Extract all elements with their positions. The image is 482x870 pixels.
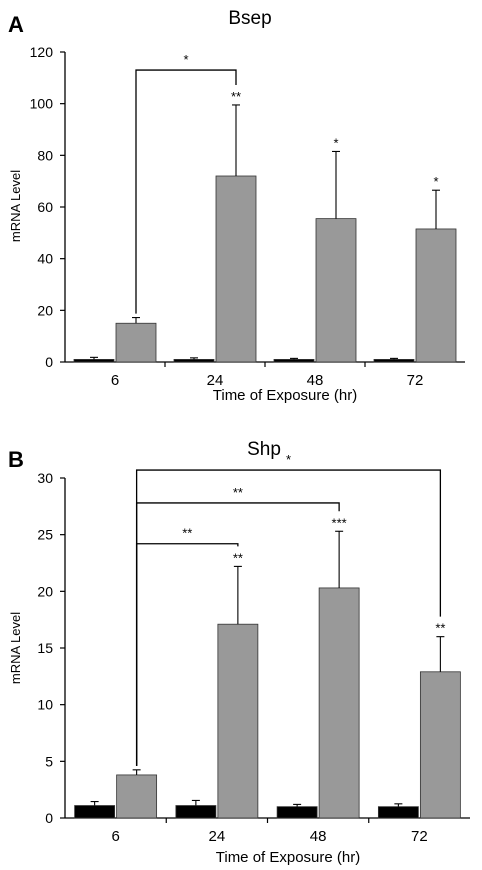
panel-a-significance: * — [333, 135, 338, 150]
panel-a-x-tick-label: 72 — [407, 372, 424, 389]
panel-a-x-tick-label: 48 — [307, 372, 324, 389]
panel-b-significance: *** — [332, 515, 347, 530]
panel-b-bracket-label: ** — [233, 485, 243, 500]
panel-a-y-tick-label: 60 — [37, 199, 53, 215]
panel-a-letter: A — [8, 12, 24, 37]
panel-b-bar — [116, 774, 158, 819]
panel-a-comparison-bracket — [135, 69, 237, 314]
panel-b-x-tick-label: 48 — [310, 828, 327, 845]
panel-b-y-tick-label: 5 — [45, 753, 53, 769]
panel-a-significance: * — [433, 174, 438, 189]
panel-a-bar — [73, 359, 115, 363]
panel-b-title: Shp — [247, 439, 281, 460]
panel-a-bar — [173, 359, 215, 363]
panel-b-y-tick-label: 10 — [37, 697, 53, 713]
panel-a-x-tick-label: 24 — [207, 372, 224, 389]
panel-b-bracket-label: * — [286, 452, 291, 467]
panel-a-bracket-label: * — [183, 52, 188, 67]
panel-a-y-tick-label: 100 — [30, 96, 54, 112]
panel-a-bar — [115, 322, 157, 363]
panel-b-bracket-label: ** — [182, 526, 192, 541]
panel-b-significance: ** — [233, 550, 243, 565]
panel-b-y-tick-label: 25 — [37, 527, 53, 543]
panel-a-bar — [415, 228, 457, 363]
panel-a-title: Bsep — [228, 8, 271, 29]
panel-a-ylabel: mRNA Level — [8, 170, 23, 242]
panel-b-y-tick-label: 0 — [45, 810, 53, 826]
panel-b-ylabel: mRNA Level — [8, 612, 23, 684]
panel-b-y-tick-label: 15 — [37, 640, 53, 656]
panel-a-y-tick-label: 120 — [30, 44, 54, 60]
panel-a-bar — [273, 359, 315, 363]
panel-a-y-tick-label: 0 — [45, 354, 53, 370]
panel-a-bar — [215, 175, 257, 363]
panel-a-y-tick-label: 20 — [37, 302, 53, 318]
panel-b-x-tick-label: 72 — [411, 828, 428, 845]
panel-a-x-tick-label: 6 — [111, 372, 119, 389]
panel-a-xlabel: Time of Exposure (hr) — [213, 387, 358, 404]
panel-b-comparison-bracket — [135, 469, 442, 766]
panel-a-y-tick-label: 40 — [37, 251, 53, 267]
panel-a-bar — [315, 218, 357, 363]
panel-b-y-tick-label: 30 — [37, 470, 53, 486]
panel-b-bar — [377, 806, 419, 819]
panel-b-y-tick-label: 20 — [37, 583, 53, 599]
panel-a-bar — [373, 359, 415, 363]
panel-b-bar — [217, 623, 259, 819]
panel-b-bar — [175, 805, 217, 819]
panel-b-x-tick-label: 24 — [209, 828, 226, 845]
panel-b-bar — [276, 806, 318, 819]
panel-a-y-tick-label: 80 — [37, 147, 53, 163]
panel-b-letter: B — [8, 447, 24, 472]
panel-b-x-tick-label: 6 — [111, 828, 119, 845]
panel-b-bar — [419, 671, 461, 819]
panel-b-bar — [74, 805, 116, 819]
panel-b-xlabel: Time of Exposure (hr) — [216, 849, 361, 866]
panel-a-significance: ** — [231, 89, 241, 104]
panel-b-bar — [318, 587, 360, 819]
panel-b-significance: ** — [435, 621, 445, 636]
